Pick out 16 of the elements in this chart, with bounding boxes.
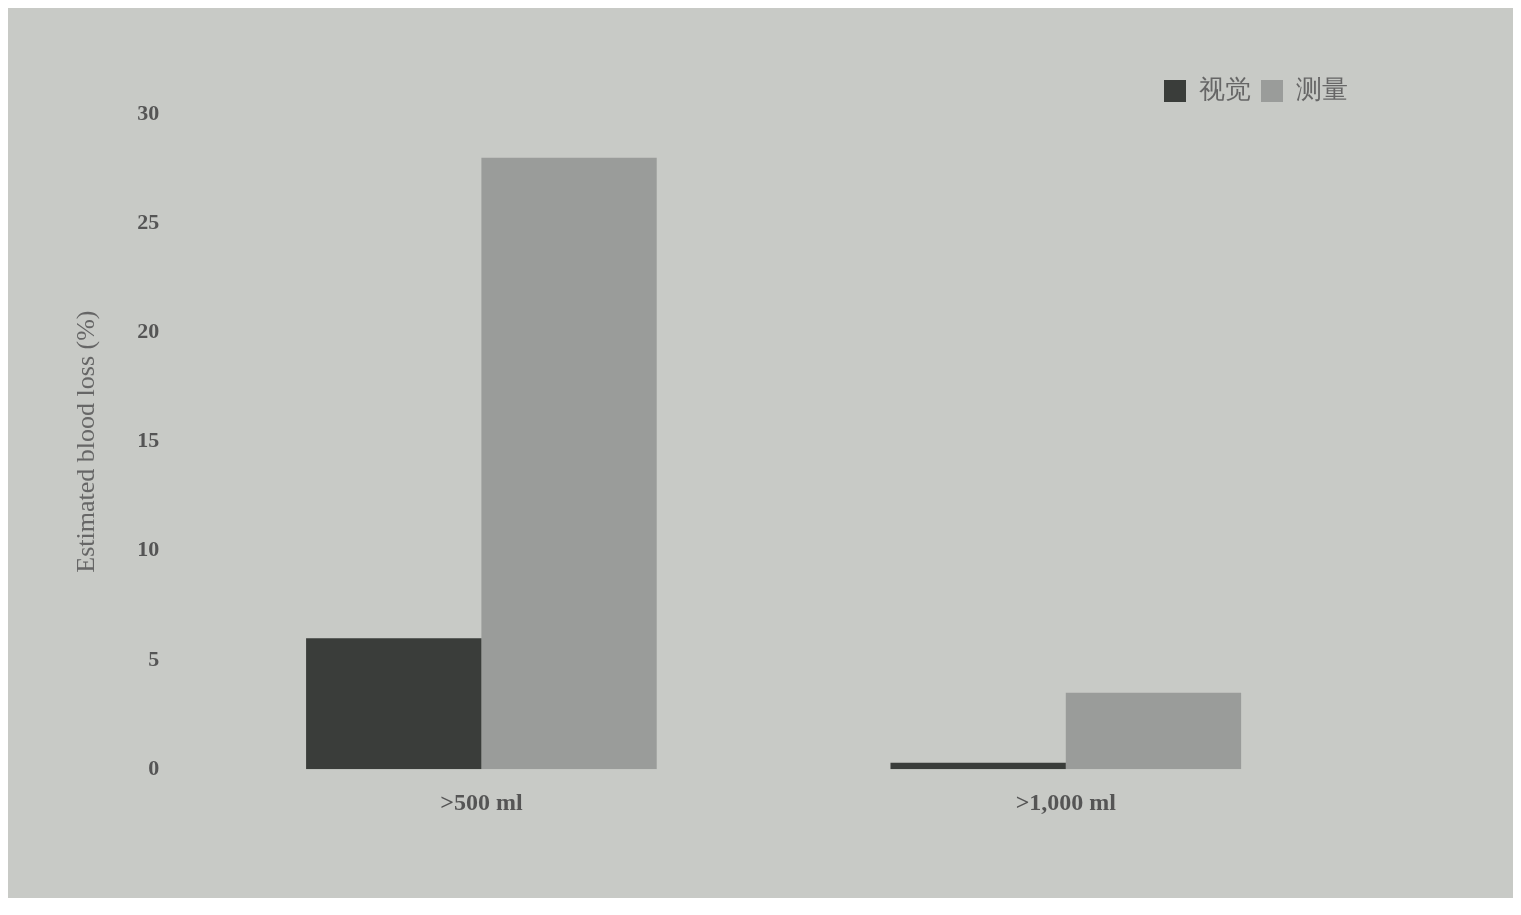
y-tick-label: 15 bbox=[137, 427, 160, 453]
y-tick-label: 0 bbox=[148, 754, 160, 780]
bar bbox=[1065, 692, 1242, 770]
legend-label: 视觉 bbox=[1199, 73, 1251, 104]
x-tick-label: >1,000 ml bbox=[1015, 788, 1117, 815]
y-tick-label: 5 bbox=[148, 645, 160, 671]
y-tick-label: 25 bbox=[137, 208, 160, 234]
y-tick-label: 10 bbox=[137, 536, 160, 562]
y-tick-label: 20 bbox=[137, 318, 160, 344]
bar bbox=[890, 762, 1066, 770]
x-tick-label: >500 ml bbox=[440, 788, 523, 815]
bar bbox=[306, 638, 482, 770]
y-tick-label: 30 bbox=[137, 99, 160, 125]
bar bbox=[481, 157, 657, 770]
legend-label: 测量 bbox=[1296, 73, 1348, 104]
y-axis-title: Estimated blood loss (%) bbox=[71, 310, 101, 573]
